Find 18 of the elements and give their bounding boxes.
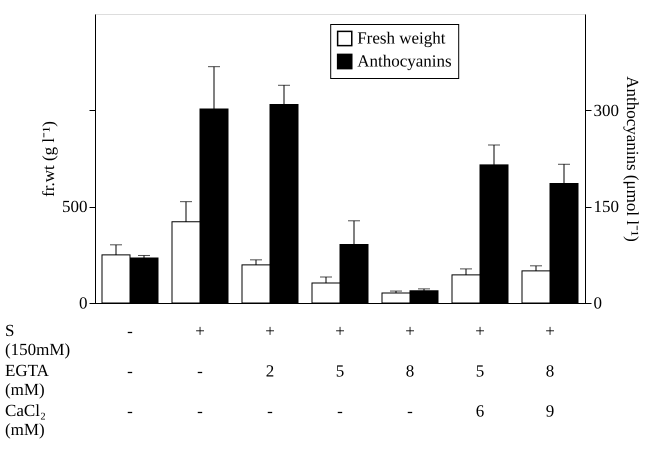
category-label: + - - [195,322,205,420]
category-label: + 5 - [335,322,345,420]
y2-axis-title: Anthocyanins (μmol l⁻¹) [623,76,642,242]
legend-label: Anthocyanins [357,52,452,70]
y2-tick-label: 300 [594,100,619,120]
category-label: + 8 - [405,322,415,420]
category-label: + 2 - [265,322,275,420]
text: EGTA (mM) [5,361,50,399]
category-label: + 5 6 [475,322,485,420]
y2-tick-label: 150 [594,197,619,216]
text: CaCl₂ (mM) [5,401,46,439]
text: S (150mM) [5,321,70,359]
y-tick-label: 500 [62,197,88,216]
category-label: - - - [127,322,133,420]
category-label: + 8 9 [545,322,555,420]
y-axis-title: fr.wt (g l⁻¹) [39,121,58,197]
legend-label: Fresh weight [357,28,446,48]
y2-tick-label: 0 [594,294,602,312]
